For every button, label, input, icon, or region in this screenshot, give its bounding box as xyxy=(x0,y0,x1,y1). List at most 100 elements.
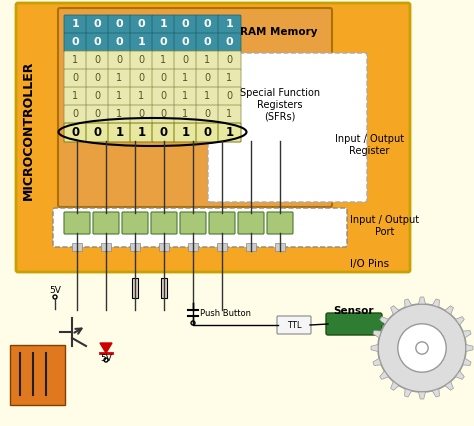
FancyBboxPatch shape xyxy=(86,87,109,106)
Polygon shape xyxy=(405,389,412,397)
Text: 1: 1 xyxy=(226,126,234,138)
FancyBboxPatch shape xyxy=(196,15,219,34)
Text: 0: 0 xyxy=(160,91,166,101)
Bar xyxy=(132,278,138,298)
FancyBboxPatch shape xyxy=(86,33,109,52)
Polygon shape xyxy=(391,382,399,390)
Polygon shape xyxy=(463,331,471,338)
Text: 0: 0 xyxy=(160,109,166,119)
FancyBboxPatch shape xyxy=(151,212,177,234)
Text: 0: 0 xyxy=(182,55,189,65)
Polygon shape xyxy=(466,345,473,351)
FancyBboxPatch shape xyxy=(64,15,87,34)
FancyBboxPatch shape xyxy=(130,243,140,251)
Text: 0: 0 xyxy=(117,55,123,65)
FancyBboxPatch shape xyxy=(130,105,153,124)
FancyBboxPatch shape xyxy=(326,313,382,335)
FancyBboxPatch shape xyxy=(196,123,219,142)
FancyBboxPatch shape xyxy=(72,243,82,251)
Polygon shape xyxy=(419,392,426,399)
FancyBboxPatch shape xyxy=(108,105,131,124)
FancyBboxPatch shape xyxy=(174,15,197,34)
Text: 0: 0 xyxy=(204,19,211,29)
Text: 1: 1 xyxy=(227,109,233,119)
FancyBboxPatch shape xyxy=(101,243,111,251)
Text: 1: 1 xyxy=(182,109,189,119)
Text: I/O Pins: I/O Pins xyxy=(350,259,389,269)
Text: 0: 0 xyxy=(94,109,100,119)
Text: 0: 0 xyxy=(138,109,145,119)
FancyBboxPatch shape xyxy=(180,212,206,234)
FancyBboxPatch shape xyxy=(130,87,153,106)
Polygon shape xyxy=(405,299,412,307)
Text: 0: 0 xyxy=(182,37,189,47)
FancyBboxPatch shape xyxy=(86,123,109,142)
FancyBboxPatch shape xyxy=(174,51,197,70)
Text: 1: 1 xyxy=(72,19,79,29)
FancyBboxPatch shape xyxy=(196,69,219,88)
Text: Special Function
Registers
(SFRs): Special Function Registers (SFRs) xyxy=(240,89,320,121)
Text: 0: 0 xyxy=(182,19,189,29)
FancyBboxPatch shape xyxy=(108,51,131,70)
Text: 1: 1 xyxy=(226,19,233,29)
FancyBboxPatch shape xyxy=(152,15,175,34)
Text: 0: 0 xyxy=(137,19,146,29)
FancyBboxPatch shape xyxy=(152,51,175,70)
Circle shape xyxy=(398,324,446,372)
Polygon shape xyxy=(456,371,465,380)
Polygon shape xyxy=(445,382,454,390)
FancyBboxPatch shape xyxy=(64,51,87,70)
Text: 1: 1 xyxy=(182,91,189,101)
Polygon shape xyxy=(456,317,465,325)
FancyBboxPatch shape xyxy=(174,69,197,88)
Text: 0: 0 xyxy=(94,37,101,47)
FancyBboxPatch shape xyxy=(130,69,153,88)
Text: 1: 1 xyxy=(117,109,123,119)
Text: 1: 1 xyxy=(204,55,210,65)
Text: 0: 0 xyxy=(72,37,79,47)
FancyBboxPatch shape xyxy=(267,212,293,234)
Text: 1: 1 xyxy=(116,126,124,138)
Polygon shape xyxy=(419,297,426,304)
FancyBboxPatch shape xyxy=(196,105,219,124)
Text: 0: 0 xyxy=(94,73,100,83)
Text: 0: 0 xyxy=(160,73,166,83)
FancyBboxPatch shape xyxy=(218,87,241,106)
FancyBboxPatch shape xyxy=(64,212,90,234)
Text: 0: 0 xyxy=(204,37,211,47)
FancyBboxPatch shape xyxy=(238,212,264,234)
FancyBboxPatch shape xyxy=(64,105,87,124)
Text: 0: 0 xyxy=(94,55,100,65)
FancyBboxPatch shape xyxy=(86,51,109,70)
Text: 0: 0 xyxy=(138,73,145,83)
FancyBboxPatch shape xyxy=(93,212,119,234)
FancyBboxPatch shape xyxy=(152,69,175,88)
FancyBboxPatch shape xyxy=(53,208,347,247)
FancyBboxPatch shape xyxy=(64,87,87,106)
Polygon shape xyxy=(391,306,399,314)
Text: 1: 1 xyxy=(137,37,146,47)
Text: 0: 0 xyxy=(94,91,100,101)
FancyBboxPatch shape xyxy=(64,33,87,52)
Polygon shape xyxy=(373,358,381,366)
Text: 1: 1 xyxy=(137,126,146,138)
Text: 1: 1 xyxy=(182,126,190,138)
FancyBboxPatch shape xyxy=(152,105,175,124)
FancyBboxPatch shape xyxy=(86,69,109,88)
Text: 0: 0 xyxy=(204,109,210,119)
Polygon shape xyxy=(371,345,378,351)
Polygon shape xyxy=(100,343,112,353)
FancyBboxPatch shape xyxy=(174,105,197,124)
FancyBboxPatch shape xyxy=(218,51,241,70)
Text: 5V: 5V xyxy=(49,286,61,295)
FancyBboxPatch shape xyxy=(108,33,131,52)
Text: 0: 0 xyxy=(226,37,233,47)
FancyBboxPatch shape xyxy=(174,33,197,52)
FancyBboxPatch shape xyxy=(196,51,219,70)
Text: Push Button: Push Button xyxy=(200,308,251,317)
FancyBboxPatch shape xyxy=(130,51,153,70)
FancyBboxPatch shape xyxy=(246,243,256,251)
Text: 1: 1 xyxy=(117,91,123,101)
Text: 0: 0 xyxy=(116,19,123,29)
FancyBboxPatch shape xyxy=(108,123,131,142)
